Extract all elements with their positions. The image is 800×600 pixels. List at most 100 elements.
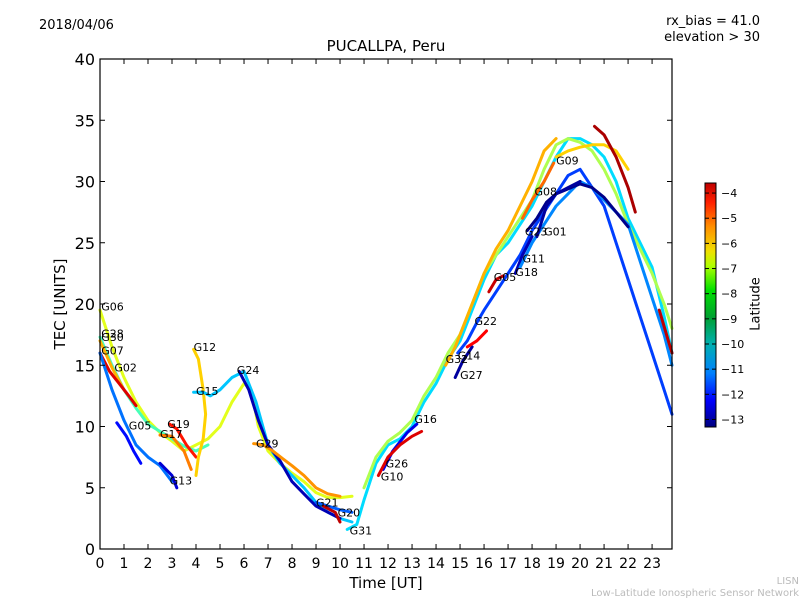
track-G05b — [487, 274, 505, 294]
colorbar — [704, 182, 717, 428]
sat-label-G05b: G05 — [494, 271, 517, 284]
track-G06 — [98, 308, 354, 500]
track-G31 — [345, 137, 674, 531]
params-label: rx_bias = 41.0 elevation > 30 — [664, 14, 760, 46]
sat-label-G11: G11 — [523, 253, 546, 266]
x-tick-label: 9 — [312, 556, 321, 572]
track-G01 — [535, 180, 582, 239]
track-G29 — [252, 442, 342, 498]
track-G13 — [158, 461, 179, 490]
sat-label-G19: G19 — [167, 418, 190, 431]
sat-label-G01: G01 — [544, 226, 567, 239]
x-tick-label: 11 — [355, 556, 373, 572]
chart-title: PUCALLPA, Peru — [326, 37, 446, 55]
x-tick-label: 5 — [216, 556, 225, 572]
x-tick-label: 1 — [120, 556, 129, 572]
y-tick-label: 20 — [75, 295, 95, 314]
track-G21 — [314, 500, 354, 514]
x-tick-label: 14 — [427, 556, 445, 572]
track-G03 — [657, 308, 674, 355]
x-tick-label: 2 — [144, 556, 153, 572]
satellite-tracks — [98, 124, 674, 531]
sat-label-G06: G06 — [101, 300, 124, 313]
sat-label-G14: G14 — [458, 349, 481, 362]
x-axis-ticks: 0 1 2 3 4 5 6 7 8 9 10 11 12 13 14 15 16 17 18 19 20 21 22 23 — [96, 59, 661, 572]
x-tick-label: 16 — [475, 556, 493, 572]
rx-bias-label: rx_bias = 41.0 — [666, 14, 760, 29]
colorbar-ticks: −4 −5 −6 −7 −8 −9 −10 −11 −12 −13 — [705, 187, 744, 426]
colorbar-tick-label: −4 — [721, 187, 737, 200]
x-tick-label: 6 — [240, 556, 249, 572]
colorbar-tick-label: −9 — [721, 313, 737, 326]
track-G23 — [525, 182, 630, 232]
track-G12 — [192, 347, 208, 477]
colorbar-tick-label: −7 — [721, 263, 737, 276]
track-G14 — [456, 167, 674, 416]
track-G08 — [521, 161, 556, 220]
sat-label-G12: G12 — [194, 341, 217, 354]
sat-label-G08: G08 — [535, 185, 558, 198]
track-G24 — [237, 369, 342, 520]
sat-label-G02: G02 — [114, 362, 137, 375]
x-tick-label: 22 — [619, 556, 637, 572]
colorbar-tick-label: −11 — [721, 363, 744, 376]
track-G02 — [98, 351, 174, 484]
colorbar-tick-label: −6 — [721, 237, 737, 250]
sat-label-G26: G26 — [386, 457, 409, 470]
sat-label-G22: G22 — [475, 315, 498, 328]
track-G20 — [321, 504, 342, 524]
sat-label-G15: G15 — [196, 385, 219, 398]
elevation-label: elevation > 30 — [664, 30, 760, 45]
x-tick-label: 18 — [523, 556, 541, 572]
x-tick-label: 17 — [499, 556, 517, 572]
colorbar-tick-label: −12 — [721, 388, 744, 401]
track-G18 — [513, 235, 534, 275]
sat-label-G21: G21 — [316, 496, 339, 509]
sat-label-G24: G24 — [237, 364, 260, 377]
y-tick-label: 5 — [85, 479, 95, 498]
credit-long: Low-Latitude Ionospheric Sensor Network — [591, 588, 799, 599]
sat-label-G23: G23 — [525, 226, 548, 239]
sat-label-G09: G09 — [556, 155, 579, 168]
sat-label-G31: G31 — [350, 525, 373, 538]
x-axis-label: Time [UT] — [349, 574, 423, 592]
y-tick-label: 10 — [75, 418, 95, 437]
x-tick-label: 0 — [96, 556, 105, 572]
track-G22 — [465, 329, 488, 349]
x-tick-label: 8 — [288, 556, 297, 572]
sat-label-G20: G20 — [338, 506, 361, 519]
track-G07 — [98, 351, 138, 408]
x-tick-label: 7 — [264, 556, 273, 572]
sat-label-G10: G10 — [381, 471, 404, 484]
x-tick-label: 10 — [331, 556, 349, 572]
sat-label-G28: G28 — [101, 327, 124, 340]
sat-label-G29: G29 — [256, 438, 279, 451]
y-tick-label: 0 — [85, 540, 95, 559]
x-tick-label: 21 — [595, 556, 613, 572]
x-tick-label: 19 — [547, 556, 565, 572]
y-tick-label: 15 — [75, 356, 95, 375]
y-tick-label: 40 — [75, 50, 95, 69]
track-G19 — [168, 422, 198, 459]
sat-label-G16: G16 — [414, 413, 437, 426]
x-tick-label: 13 — [403, 556, 421, 572]
track-G27 — [453, 345, 474, 379]
sat-label-G17: G17 — [160, 428, 183, 441]
x-tick-label: 12 — [379, 556, 397, 572]
sat-label-G05: G05 — [129, 419, 152, 432]
x-tick-label: 4 — [192, 556, 201, 572]
sat-label-G13: G13 — [170, 474, 193, 487]
track-G10 — [376, 429, 424, 477]
sat-label-G30: G30 — [101, 331, 124, 344]
track-G32 — [444, 137, 558, 367]
y-tick-label: 35 — [75, 111, 95, 130]
track-G09r — [593, 124, 637, 214]
x-tick-label: 3 — [168, 556, 177, 572]
colorbar-tick-label: −8 — [721, 288, 737, 301]
colorbar-tick-label: −13 — [721, 413, 744, 426]
y-tick-label: 30 — [75, 173, 95, 192]
track-G05 — [115, 421, 143, 465]
sat-label-G27: G27 — [460, 369, 483, 382]
